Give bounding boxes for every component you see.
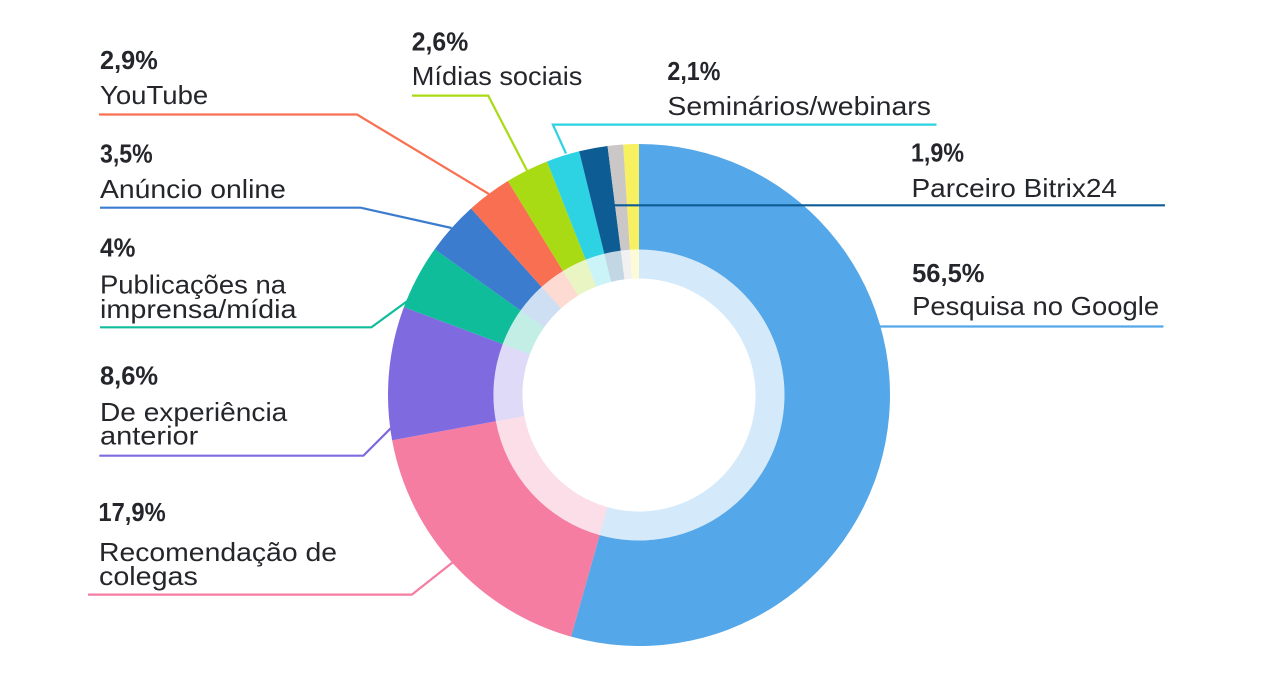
svg-text:4%: 4% (100, 233, 135, 263)
svg-text:17,9%: 17,9% (98, 497, 165, 527)
svg-text:Recomendação de: Recomendação de (99, 537, 337, 567)
svg-text:Anúncio online: Anúncio online (100, 174, 286, 204)
svg-text:Seminários/webinars: Seminários/webinars (667, 91, 931, 121)
svg-text:56,5%: 56,5% (912, 258, 984, 288)
svg-text:1,9%: 1,9% (911, 138, 964, 168)
svg-text:3,5%: 3,5% (100, 139, 153, 169)
svg-text:Parceiro Bitrix24: Parceiro Bitrix24 (912, 173, 1118, 203)
svg-text:anterior: anterior (100, 420, 199, 450)
svg-text:2,6%: 2,6% (412, 26, 468, 56)
svg-text:2,9%: 2,9% (100, 45, 158, 75)
svg-text:8,6%: 8,6% (100, 361, 158, 391)
svg-text:YouTube: YouTube (100, 80, 208, 110)
svg-text:imprensa/mídia: imprensa/mídia (100, 294, 297, 324)
svg-text:Publicações na: Publicações na (100, 269, 287, 299)
svg-text:colegas: colegas (99, 561, 198, 591)
svg-text:De experiência: De experiência (100, 397, 288, 427)
svg-text:Mídias sociais: Mídias sociais (412, 61, 583, 91)
svg-text:2,1%: 2,1% (667, 56, 720, 86)
svg-text:Pesquisa no Google: Pesquisa no Google (912, 291, 1159, 321)
